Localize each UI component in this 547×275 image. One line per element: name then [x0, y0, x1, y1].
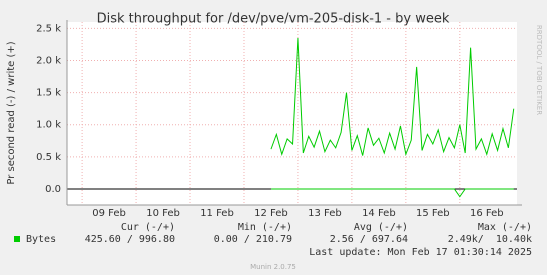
chart-title: Disk throughput for /dev/pve/vm-205-disk… [97, 12, 450, 27]
watermark: RRDTOOL / TOBI OETIKER [535, 25, 543, 115]
y-axis-label: Pr second read (-) / write (+) [6, 41, 17, 184]
x-tick-label: 11 Feb [200, 208, 234, 219]
y-tick-label: 1.0 k [36, 120, 61, 131]
x-tick-label: 14 Feb [362, 208, 396, 219]
x-tick-label: 15 Feb [416, 208, 450, 219]
x-tick-label: 10 Feb [146, 208, 180, 219]
x-tick-label: 09 Feb [92, 208, 126, 219]
legend-cell: 2.56 / 697.64 [330, 234, 408, 245]
last-update: Last update: Mon Feb 17 01:30:14 2025 [309, 247, 532, 258]
legend-header: Cur (-/+) [121, 222, 175, 233]
y-tick-label: 0.0 [45, 184, 61, 195]
y-tick-label: 1.5 k [36, 88, 61, 99]
legend-cell: 425.60 / 996.80 [85, 234, 175, 245]
x-tick-label: 16 Feb [470, 208, 504, 219]
marks [67, 38, 517, 198]
legend-header: Min (-/+) [238, 222, 292, 233]
legend-header: Avg (-/+) [354, 222, 408, 233]
y-tick-label: 2.5 k [36, 23, 61, 34]
legend-cell: 0.00 / 210.79 [214, 234, 292, 245]
footer: Munin 2.0.75 [250, 263, 296, 271]
series-line [270, 188, 514, 198]
y-tick-label: 0.5 k [36, 152, 61, 163]
plot-area [67, 22, 517, 205]
x-tick-label: 13 Feb [308, 208, 342, 219]
legend-swatch [14, 236, 20, 242]
y-tick-label: 2.0 k [36, 56, 61, 67]
x-tick-label: 12 Feb [254, 208, 288, 219]
legend-label: Bytes [26, 234, 56, 245]
legend-cell: 2.49k/ 10.40k [448, 234, 532, 245]
series-line [270, 38, 515, 157]
legend-header: Max (-/+) [478, 222, 532, 233]
